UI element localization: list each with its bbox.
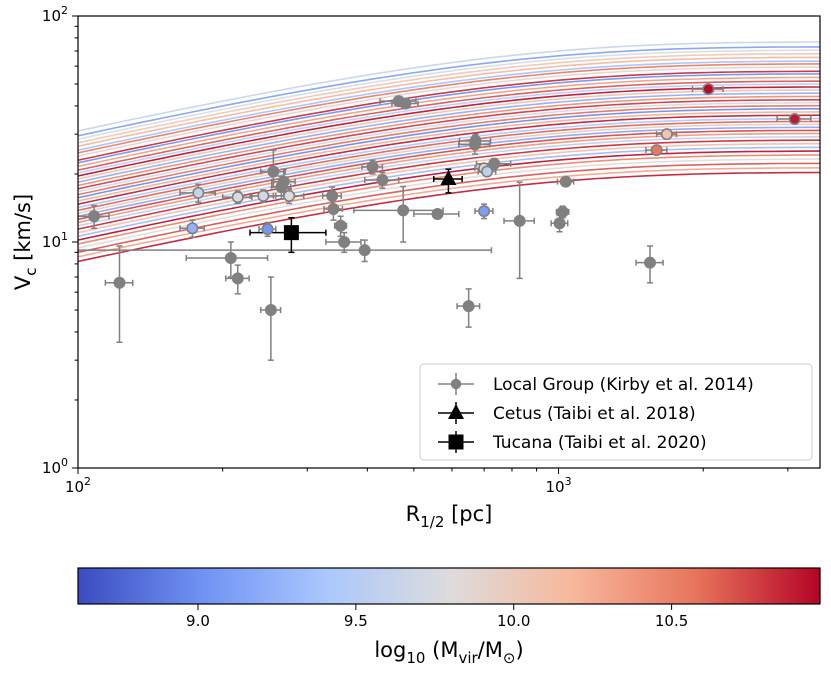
rotation-curve-6 <box>78 63 820 154</box>
rotation-curve-1 <box>78 46 820 137</box>
point-s1-11 <box>702 83 715 96</box>
rotation-curve-32 <box>78 146 820 238</box>
colorbar-tick-label: 9.5 <box>344 612 368 630</box>
x-axis-label: R1/2 [pc] <box>406 502 493 531</box>
rotation-curve-5 <box>78 60 820 151</box>
point-s3-0 <box>283 225 299 241</box>
point-s0-16 <box>397 204 410 217</box>
point-s2-0 <box>440 170 457 186</box>
point-s1-8 <box>481 165 494 178</box>
point-s0-17 <box>399 97 412 110</box>
point-s0-3 <box>231 272 244 285</box>
rotation-curve-16 <box>78 95 820 187</box>
rotation-curve-4 <box>78 56 820 148</box>
point-s0-2 <box>224 251 237 264</box>
point-s1-7 <box>478 205 491 218</box>
y-tick-label: 101 <box>42 230 68 251</box>
legend-marker <box>448 404 464 419</box>
legend-marker <box>450 378 462 390</box>
rotation-curve-21 <box>78 111 820 202</box>
legend-box <box>419 363 813 461</box>
legend-label: Cetus (Taibi et al. 2018) <box>493 404 696 424</box>
rotation-curve-17 <box>78 99 820 190</box>
point-s0-11 <box>338 236 351 249</box>
point-s0-0 <box>88 210 101 223</box>
legend-label: Tucana (Taibi et al. 2020) <box>492 433 707 453</box>
rotation-curve-3 <box>78 52 820 144</box>
point-s0-7 <box>277 175 290 188</box>
rotation-curve-2 <box>78 49 820 140</box>
rotation-curve-8 <box>78 70 820 161</box>
point-s0-8 <box>326 189 339 202</box>
colorbar-gradient <box>77 567 821 605</box>
colorbar-ticks: 9.0 9.5 10.0 10.5 <box>186 604 688 630</box>
rotation-curve-19 <box>78 104 820 196</box>
point-s0-5 <box>267 165 280 178</box>
point-s0-9 <box>327 202 340 215</box>
point-s0-24 <box>553 217 566 230</box>
rotation-curve-24 <box>78 120 820 212</box>
rotation-curve-30 <box>78 139 820 230</box>
point-s0-18 <box>431 208 444 221</box>
data-markers <box>88 83 801 317</box>
rotation-curve-11 <box>78 80 820 171</box>
point-s0-26 <box>559 175 572 188</box>
y-tick-label: 102 <box>42 4 68 25</box>
rotation-curve-18 <box>78 101 820 193</box>
y-tick-label: 100 <box>42 456 68 477</box>
y-axis: 100 101 102 <box>42 4 78 477</box>
point-s0-25 <box>556 205 569 218</box>
rotation-curve-10 <box>78 76 820 168</box>
rotation-curve-23 <box>78 117 820 209</box>
x-tick-label: 103 <box>546 475 572 496</box>
point-s1-4 <box>261 223 274 236</box>
point-s0-19 <box>462 300 475 313</box>
colorbar-tick-label: 10.0 <box>497 612 530 630</box>
point-s1-1 <box>186 222 199 235</box>
point-s1-12 <box>788 113 801 126</box>
point-s1-3 <box>257 189 270 202</box>
point-s0-27 <box>644 256 657 269</box>
point-s0-21 <box>469 134 482 147</box>
legend-label: Local Group (Kirby et al. 2014) <box>493 375 754 395</box>
colorbar-tick-label: 10.5 <box>655 612 688 630</box>
colorbar: 9.0 9.5 10.0 10.5 log10 (Mvir/M⊙) <box>77 567 821 667</box>
x-axis: 102 103 <box>65 468 789 496</box>
point-s0-4 <box>264 304 277 317</box>
rotation-curve-12 <box>78 83 820 174</box>
point-s1-9 <box>650 144 663 157</box>
point-s0-12 <box>358 244 371 257</box>
rotation-curve-14 <box>78 89 820 180</box>
point-s0-13 <box>366 160 379 173</box>
rotation-curve-7 <box>78 66 820 157</box>
point-s0-1 <box>113 276 126 289</box>
rotation-curve-25 <box>78 123 820 215</box>
legend-marker <box>448 434 464 450</box>
point-s0-10 <box>334 219 347 232</box>
point-s1-10 <box>660 128 673 141</box>
x-tick-label: 102 <box>65 475 91 496</box>
rotation-curve-0 <box>78 41 820 132</box>
rotation-curve-20 <box>78 108 820 199</box>
colorbar-tick-label: 9.0 <box>186 612 210 630</box>
rotation-curve-22 <box>78 114 820 205</box>
legend: Local Group (Kirby et al. 2014) Cetus (Ta… <box>419 363 813 461</box>
point-s0-22 <box>488 157 501 170</box>
colorbar-label: log10 (Mvir/M⊙) <box>374 638 523 667</box>
rotation-curve-29 <box>78 136 820 227</box>
point-s0-14 <box>376 174 389 187</box>
y-axis-label: Vc [km/s] <box>11 194 40 290</box>
rotation-curve-15 <box>78 92 820 183</box>
rotation-curve-9 <box>78 73 820 164</box>
point-s1-2 <box>231 191 244 204</box>
point-s1-5 <box>283 189 296 202</box>
point-s1-0 <box>192 186 205 199</box>
rotation-curve-31 <box>78 142 820 234</box>
point-s0-23 <box>513 214 526 227</box>
